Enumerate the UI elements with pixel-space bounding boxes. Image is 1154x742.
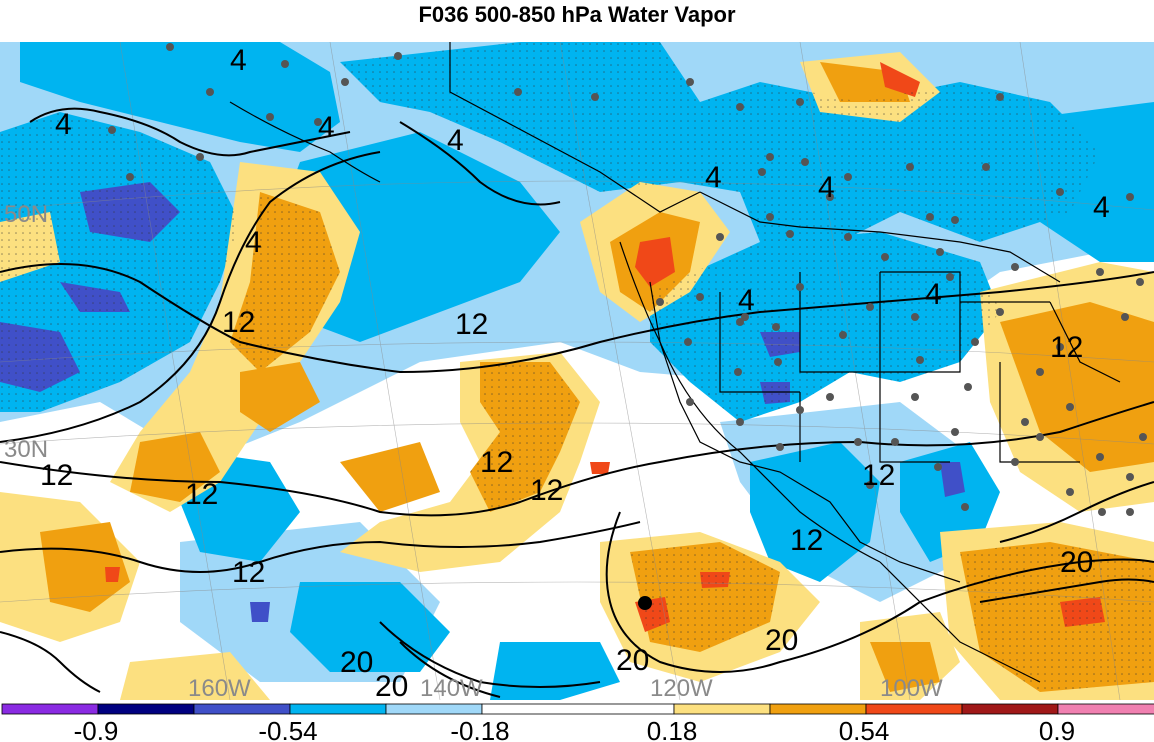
contour-label: 12	[1050, 331, 1083, 364]
lon-label-160w: 160W	[188, 675, 251, 700]
colorbar-swatch	[961, 703, 1059, 715]
contour-label: 4	[318, 111, 335, 144]
station-markers	[108, 43, 1147, 516]
contour-label: 20	[765, 624, 798, 657]
contour-label: 20	[616, 644, 649, 677]
colorbar-swatch	[673, 703, 771, 715]
political-borders	[229, 42, 1121, 683]
contour-label: 12	[455, 308, 488, 341]
colorbar-swatch	[1, 703, 99, 715]
stipple-overlay	[0, 42, 1154, 692]
colorbar-tick: 0.54	[839, 716, 890, 742]
colorbar-tick: -0.18	[450, 716, 509, 742]
colorbar-swatches	[1, 703, 1154, 715]
colorbar-swatch	[193, 703, 291, 715]
contour-label: 4	[447, 124, 464, 157]
contour-label: 4	[705, 161, 722, 194]
contour-label: 12	[232, 556, 265, 589]
colorbar-swatch	[1057, 703, 1154, 715]
lon-labels: 160W 140W 120W 100W	[188, 675, 943, 700]
contour-label: 12	[862, 459, 895, 492]
lon-label-140w: 140W	[420, 675, 483, 700]
contour-labels-extra: 20	[375, 670, 408, 700]
contour-label: 12	[790, 524, 823, 557]
colorbar-tick: 0.9	[1039, 716, 1075, 742]
contour-label: 4	[230, 44, 247, 77]
lat-label-30n: 30N	[4, 436, 48, 463]
lon-label-100w: 100W	[880, 675, 943, 700]
contour-label: 12	[480, 446, 513, 479]
lon-label-120w: 120W	[650, 675, 713, 700]
contour-label: 12	[40, 459, 73, 492]
contour-label: 20	[340, 646, 373, 679]
contour-labels: 4 4 4 4 4 4 4 4 4 4 12 12 12 12 12 12 12…	[40, 44, 1110, 679]
contour-label: 12	[185, 478, 218, 511]
water-vapor-map: 50N 30N 160W 140W 120W 100W 4 4 4 4 4 4 …	[0, 42, 1154, 700]
contour-label: 4	[1093, 191, 1110, 224]
colorbar-tick-labels: -0.9 -0.54 -0.18 0.18 0.54 0.9	[74, 716, 1075, 742]
storm-center-marker	[638, 596, 652, 610]
lat-label-50n: 50N	[4, 201, 48, 228]
lat-labels: 50N 30N	[4, 201, 48, 463]
colorbar-swatch	[385, 703, 483, 715]
contour-label: 4	[245, 226, 262, 259]
contour-label: 4	[818, 171, 835, 204]
contour-label: 4	[55, 108, 72, 141]
contour-label: 12	[222, 306, 255, 339]
graticule	[0, 42, 1154, 700]
map-title: F036 500-850 hPa Water Vapor	[418, 2, 736, 27]
colorbar: -0.9 -0.54 -0.18 0.18 0.54 0.9	[1, 703, 1154, 742]
contour-label: 20	[375, 670, 408, 700]
colorbar-tick: -0.54	[258, 716, 317, 742]
colorbar-swatch	[769, 703, 867, 715]
colorbar-swatch	[289, 703, 387, 715]
colorbar-tick: 0.18	[647, 716, 698, 742]
colorbar-swatch	[97, 703, 195, 715]
contour-label: 20	[1060, 546, 1093, 579]
colorbar-swatch	[865, 703, 963, 715]
contour-lines	[0, 107, 1154, 698]
contour-label: 4	[925, 278, 942, 311]
contour-label: 4	[738, 284, 755, 317]
colorbar-swatch	[481, 703, 675, 715]
colorbar-tick: -0.9	[74, 716, 119, 742]
contour-label: 12	[530, 474, 563, 507]
